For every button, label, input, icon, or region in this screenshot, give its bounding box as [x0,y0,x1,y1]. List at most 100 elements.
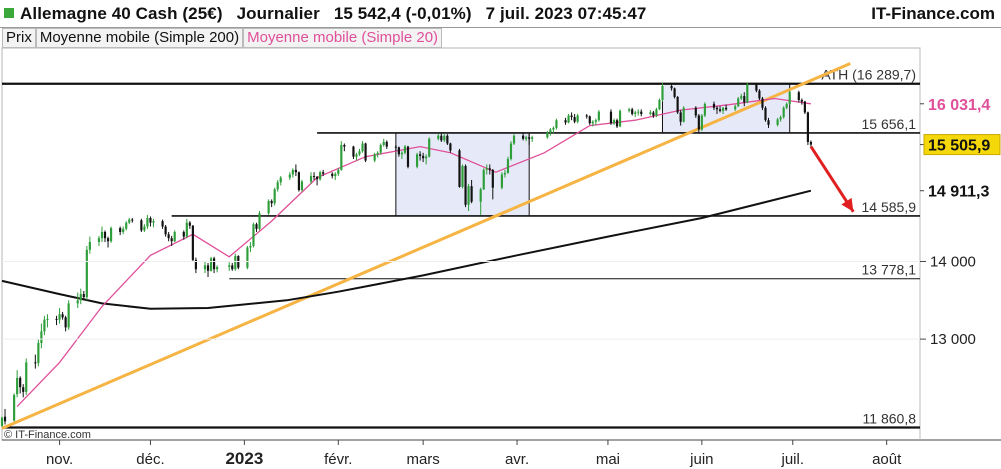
candle-body [628,109,631,111]
brand-name: IT-Finance.com [871,4,995,23]
candle-body [343,145,346,147]
candle [697,113,700,134]
candle-body [573,117,576,122]
candle-body [228,265,231,267]
candle [779,115,782,122]
candle [188,221,191,229]
candle [734,104,737,111]
candle [425,154,428,165]
candle-body [234,256,237,270]
candle-body [173,231,176,242]
candle [443,134,446,142]
candle [161,219,164,229]
candle-body [721,107,725,111]
candle-body [479,189,482,202]
candle-body [206,265,210,271]
candle-body [591,121,594,124]
candle-body [634,112,637,114]
candle-body [522,135,525,139]
candle-body [270,200,273,204]
candle-body [216,266,219,270]
candle [764,106,767,122]
chart-title: Allemagne 40 Cash (25€) Journalier 15 542,… [4,4,646,24]
candle-body [309,176,313,182]
candle-body [355,154,358,157]
candle-body [331,173,334,177]
candle [718,106,722,113]
candle [700,113,703,132]
candle [512,134,516,146]
candle [397,146,400,157]
candle [300,179,304,192]
candle [43,315,46,336]
candle-body [718,109,722,111]
candle-body [170,238,173,242]
legend-price[interactable]: Prix [2,28,36,48]
candle-body [340,145,343,170]
candle [655,107,658,118]
candle [758,89,761,101]
candle-body [555,120,558,128]
candle-body [13,394,16,421]
candle-body [570,115,573,118]
candle-body [609,111,613,124]
legend-sma20[interactable]: Moyenne mobile (Simple 20) [243,28,443,48]
candle-body [779,117,782,120]
candle [173,230,176,243]
candle [755,82,758,93]
candle-body [140,220,143,231]
candle [567,113,570,124]
candle-body [337,169,340,174]
candle [34,354,37,369]
candle [406,145,410,169]
candle [209,256,213,272]
candle-body [319,172,322,180]
candle [806,111,809,146]
candle-body [79,294,82,301]
candle-body [400,152,404,155]
candle-body [419,154,422,156]
candle-body [312,176,316,178]
candle [125,221,128,231]
candle [258,211,261,231]
candle [216,265,219,273]
candle [355,152,358,161]
candle-body [612,120,616,124]
y-tick-label: 13 000 [930,331,976,348]
candle-body [809,141,813,145]
candle-body [322,172,325,174]
candle [628,107,631,113]
candle [649,110,652,116]
candle [334,172,337,180]
candle-body [406,146,410,167]
candle [203,261,207,274]
legend-sma200[interactable]: Moyenne mobile (Simple 200) [35,28,244,48]
candle [143,224,146,232]
candle [461,164,464,189]
candle-body [758,90,761,99]
instrument-name: Allemagne 40 Cash (25€) [20,4,223,23]
candle [458,148,461,188]
candle [428,137,431,158]
level-label: 14 585,9 [862,199,917,215]
candle [385,140,388,149]
candle-body [255,224,258,229]
candle-body [55,318,58,320]
candle-body [655,109,658,116]
candle-body [131,219,134,221]
candle-body [128,219,131,223]
x-tick-label: juin [689,451,713,468]
indicator-legend: Prix Moyenne mobile (Simple 200) Moyenne m… [2,28,443,48]
candle-body [500,174,503,188]
candle [570,112,573,121]
candle [270,199,273,208]
candle-body [694,107,697,116]
candle [67,300,70,330]
candle [694,106,697,118]
candle [573,113,576,124]
candle [167,231,170,242]
candle [228,262,231,271]
price-tag [924,180,1000,201]
candle [0,416,4,427]
